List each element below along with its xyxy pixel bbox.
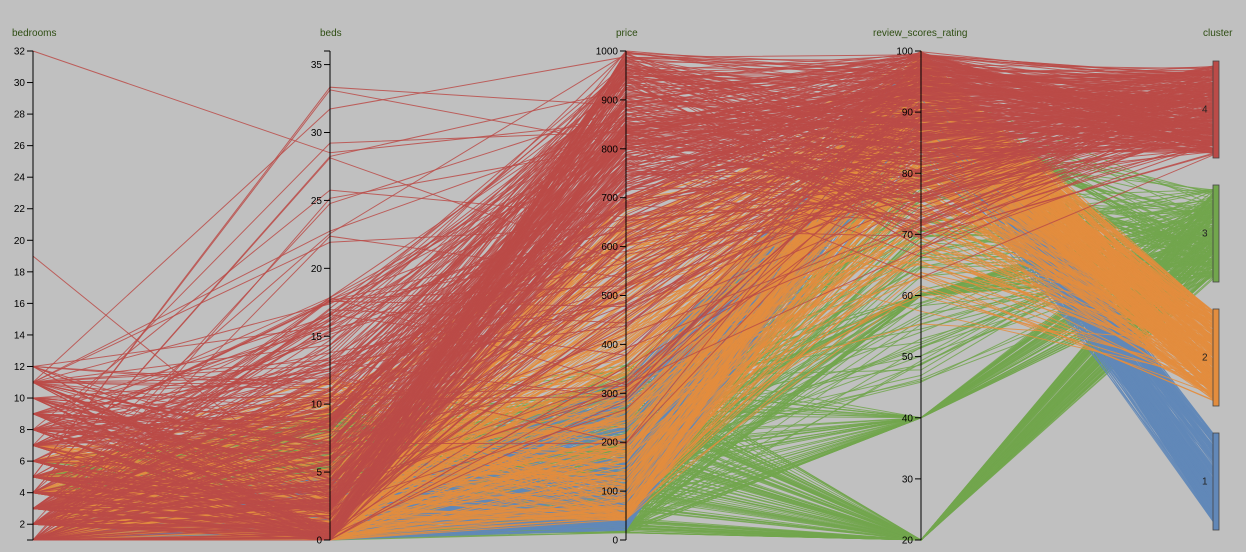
tick-label: 18 [14,267,26,278]
axis-title-review_scores_rating: review_scores_rating [873,28,968,39]
tick-label: 26 [14,141,26,152]
tick-label: 800 [601,144,618,155]
cluster-band-1 [1212,432,1220,531]
axes-layer: bedrooms2468101214161820222426283032beds… [12,28,1233,547]
tick-label: 600 [601,242,618,253]
tick-label: 12 [14,362,26,373]
tick-label: 15 [311,332,323,343]
tick-label: 10 [311,400,323,411]
cluster-band-2 [1212,308,1220,407]
tick-label: 40 [902,413,914,424]
tick-label: 4 [19,488,25,499]
tick-label: 20 [14,236,26,247]
tick-label: 16 [14,299,26,310]
tick-label: 1000 [596,47,619,58]
axis-title-bedrooms: bedrooms [12,28,56,39]
tick-label: 25 [311,196,323,207]
tick-label: 14 [14,330,26,341]
cluster-label-2: 2 [1202,353,1208,364]
cluster-label-1: 1 [1202,477,1208,488]
tick-label: 22 [14,204,26,215]
tick-label: 700 [601,193,618,204]
tick-label: 2 [19,520,25,531]
tick-label: 400 [601,340,618,351]
axis-price: price 0 100 200 300 400 500 600 700 800 900 1000 [596,28,638,547]
axis-title-beds: beds [320,28,342,39]
tick-label: 60 [902,291,914,302]
tick-label: 5 [316,468,322,479]
tick-label: 8 [19,425,25,436]
tick-label: 70 [902,230,914,241]
tick-label: 28 [14,110,26,121]
cluster-band-4 [1212,60,1220,159]
tick-label: 100 [601,487,618,498]
tick-label: 35 [311,60,323,71]
tick-label: 20 [902,536,914,547]
tick-label: 90 [902,108,914,119]
tick-label: 30 [14,78,26,89]
axis-cluster: cluster 4 3 2 1 [1202,28,1233,531]
tick-label: 200 [601,438,618,449]
tick-label: 20 [311,264,323,275]
tick-label: 500 [601,291,618,302]
tick-label: 6 [19,457,25,468]
tick-label: 900 [601,95,618,106]
axis-title-price: price [616,28,638,39]
axis-beds: beds 0 5 10 15 20 25 30 35 [311,28,342,547]
axis-title-cluster: cluster [1203,28,1233,39]
cluster-label-4: 4 [1202,105,1208,116]
tick-label: 100 [896,47,913,58]
tick-label: 30 [311,128,323,139]
tick-label: 32 [14,47,26,58]
cluster-label-3: 3 [1202,229,1208,240]
tick-label: 80 [902,169,914,180]
tick-label: 24 [14,173,26,184]
tick-label: 300 [601,389,618,400]
tick-label: 10 [14,394,26,405]
tick-label: 0 [316,536,322,547]
cluster-band-3 [1212,184,1220,283]
axis-review_scores_rating: review_scores_rating 20 30 40 50 60 70 80 90 100 [873,28,968,547]
tick-label: 50 [902,352,914,363]
tick-label: 30 [902,474,914,485]
tick-label: 0 [612,536,618,547]
